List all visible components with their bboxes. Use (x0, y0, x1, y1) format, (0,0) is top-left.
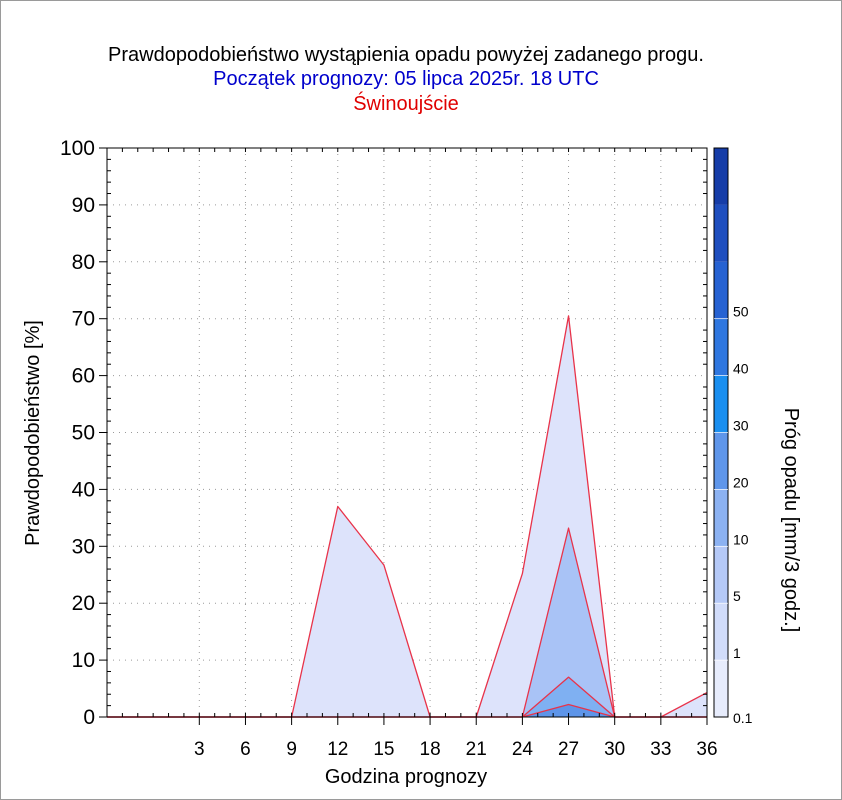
x-tick-label: 21 (466, 739, 487, 760)
colorbar-segment (714, 603, 728, 661)
colorbar-label: 1 (733, 645, 741, 661)
y-tick-label: 60 (72, 365, 95, 388)
colorbar-label: 50 (733, 304, 749, 320)
x-tick-label: 12 (327, 739, 348, 760)
x-tick-label: 18 (420, 739, 441, 760)
colorbar-segment (714, 660, 728, 717)
colorbar-segment (714, 261, 728, 319)
chart-title: Prawdopodobieństwo wystąpienia opadu pow… (108, 44, 704, 66)
colorbar: 0.1 1 5 10 20 30 40 50 (713, 147, 753, 726)
x-tick-label: 9 (286, 739, 297, 760)
colorbar-label: Próg opadu [mm/3 godz.] (780, 408, 802, 633)
colorbar-segment (714, 546, 728, 604)
y-tick-label: 70 (72, 308, 95, 331)
y-tick-label: 40 (72, 478, 95, 501)
x-tick-label: 15 (373, 739, 394, 760)
x-tick-label: 3 (194, 739, 205, 760)
colorbar-label: 0.1 (733, 710, 753, 726)
x-tick-label: 24 (512, 739, 534, 760)
colorbar-label: 20 (733, 474, 749, 490)
y-tick-labels: 0 10 20 30 40 50 60 70 80 90 100 (60, 137, 95, 729)
colorbar-segment (714, 489, 728, 547)
colorbar-label: 5 (733, 588, 741, 604)
location-label: Świnoujście (353, 91, 459, 115)
x-tick-label: 30 (604, 739, 625, 760)
colorbar-label: 30 (733, 418, 749, 434)
axes (99, 147, 708, 725)
x-tick-label: 6 (240, 739, 251, 760)
x-tick-label: 36 (696, 739, 717, 760)
grid (107, 148, 707, 717)
x-tick-labels: 3 6 9 12 15 18 21 24 27 30 33 36 (194, 739, 718, 760)
x-tick-label: 33 (650, 739, 671, 760)
colorbar-segment (714, 148, 728, 205)
y-tick-label: 80 (72, 251, 95, 274)
y-axis-label: Prawdopodobieństwo [%] (22, 320, 44, 546)
y-tick-label: 0 (83, 706, 95, 729)
y-tick-label: 50 (72, 422, 95, 445)
y-tick-label: 30 (72, 535, 95, 558)
colorbar-label: 40 (733, 361, 749, 377)
x-axis-label: Godzina prognozy (325, 766, 487, 788)
y-tick-label: 10 (72, 649, 95, 672)
colorbar-label: 10 (733, 531, 749, 547)
colorbar-segment (714, 318, 728, 376)
chart-subtitle: Początek prognozy: 05 lipca 2025r. 18 UT… (213, 68, 599, 90)
colorbar-segment (714, 432, 728, 490)
y-tick-label: 100 (60, 137, 95, 160)
y-tick-label: 20 (72, 592, 95, 615)
colorbar-segment (714, 375, 728, 433)
y-tick-label: 90 (72, 194, 95, 217)
area-1 (107, 528, 707, 717)
x-tick-label: 27 (558, 739, 579, 760)
colorbar-segment (714, 204, 728, 262)
